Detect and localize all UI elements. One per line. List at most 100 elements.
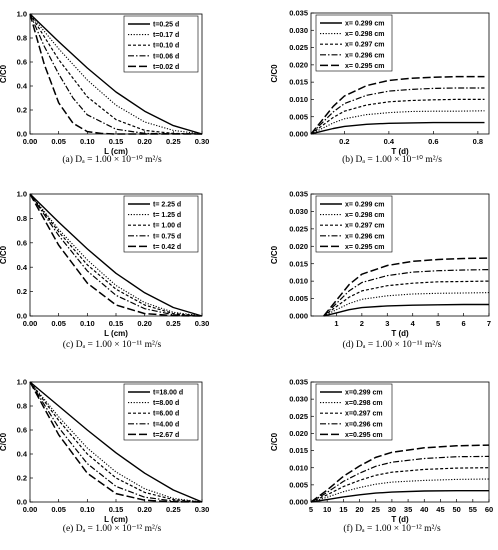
panel-caption: (e) Dₐ = 1.00 × 10⁻¹² m²/s [63,523,162,534]
y-tick-label: 0.020 [289,60,308,69]
x-tick-label: 0.2 [339,137,349,146]
y-tick-label: 0.8 [17,34,27,43]
y-tick-label: 0.4 [17,82,28,91]
x-axis-label: L (cm) [104,515,128,524]
x-tick-label: 0.25 [166,137,181,146]
legend: x= 0.299 cm x= 0.298 cm x= 0.297 cm x= 0.29… [316,196,392,252]
legend-label: t=0.06 d [153,53,179,60]
x-tick-label: 5 [436,319,440,328]
panel-caption: (d) Dₐ = 1.00 × 10⁻¹¹ m²/s [343,339,442,350]
x-axis-label: T (d) [391,329,409,338]
x-tick-label: 0.6 [428,137,438,146]
x-tick-label: 50 [452,505,460,514]
legend-label: x= 0.297 cm [345,223,385,230]
series-line [324,305,489,317]
legend-label: x= 0.297 cm [345,42,385,49]
y-tick-label: 0.6 [17,238,27,247]
y-tick-label: 0.8 [17,402,27,411]
chart-4: 0.00.20.40.60.81.00.00 0.05 0.10 0.15 0.20 0.… [0,378,209,534]
x-tick-label: 0.05 [51,319,66,328]
legend-label: x= 0.295 cm [345,63,385,70]
x-tick-label: 0.05 [51,505,66,514]
y-tick-label: 0.025 [289,43,308,52]
legend-label: t= 2.25 d [153,202,181,209]
y-axis-label: C/C0 [270,245,279,264]
legend: t= 2.25 d t= 1.25 d t= 1.00 d t= 0.75 d t= 0… [124,196,198,252]
y-tick-label: 0.015 [289,78,308,87]
y-tick-label: 0.035 [289,378,308,387]
y-tick-label: 0.010 [289,463,308,472]
x-tick-label: 0.00 [23,137,38,146]
legend-label: x= 0.299 cm [345,21,385,28]
legend-label: t=18.00 d [153,390,183,397]
legend-label: x= 0.298 cm [345,212,385,219]
legend-label: x= 0.298 cm [345,31,385,38]
legend-label: x= 0.299 cm [345,202,385,209]
legend: t=0.25 dt=0.17 dt=0.10 dt=0.06 dt=0.02 d [124,16,198,72]
x-tick-label: 0.8 [473,137,483,146]
y-axis-label: C/C0 [270,432,279,451]
x-tick-label: 30 [388,505,396,514]
x-tick-label: 7 [487,319,491,328]
x-tick-label: 0.15 [109,505,124,514]
y-axis-label: C/C0 [0,245,8,264]
x-axis-label: T (d) [391,515,409,524]
y-tick-label: 0.005 [289,112,308,121]
x-tick-label: 0.00 [23,505,38,514]
x-tick-label: 0.20 [137,137,152,146]
chart-5: 0.0000.0050.0100.0150.0200.0250.0300.035… [270,378,493,534]
x-tick-label: 0.25 [166,319,181,328]
x-tick-label: 0.4 [384,137,395,146]
x-tick-label: 40 [420,505,428,514]
series-line [311,456,489,502]
x-tick-label: 55 [469,505,477,514]
y-tick-label: 1.0 [17,190,27,199]
legend-label: x=0.298 cm [345,400,383,407]
series-line [311,77,485,134]
y-tick-label: 0.005 [289,480,308,489]
x-tick-label: 6 [461,319,465,328]
series-line [311,491,489,502]
legend: t=18.00 dt=8.00 dt=6.00 dt=4.00 dt=2.67 … [124,384,198,440]
chart-2: 0.0 0.2 0.4 0.6 0.8 1.0 0.00 0.05 0.10 0.15 0.20 0.… [0,190,209,350]
legend-label: t= 1.00 d [153,223,181,230]
y-tick-label: 0.4 [17,450,28,459]
y-tick-label: 0.6 [17,58,27,67]
chart-3: 0.0000.0050.0100.0150.0200.0250.0300.035… [270,190,491,350]
y-tick-label: 0.030 [289,207,308,216]
y-tick-label: 0.005 [289,294,308,303]
legend-label: t=0.02 d [153,64,179,71]
x-tick-label: 20 [355,505,363,514]
x-tick-label: 3 [385,319,389,328]
y-tick-label: 0.015 [289,259,308,268]
x-tick-label: 5 [309,505,313,514]
x-tick-label: 0.30 [195,137,210,146]
x-tick-label: 10 [323,505,331,514]
x-tick-label: 0.30 [195,319,210,328]
y-tick-label: 0.030 [289,395,308,404]
x-tick-label: 35 [404,505,412,514]
y-tick-label: 0.2 [17,106,27,115]
y-axis-label: C/C0 [270,64,279,83]
y-tick-label: 1.0 [17,10,27,19]
series-line [311,99,485,134]
y-tick-label: 0.035 [289,9,308,18]
legend-label: t= 0.75 d [153,233,181,240]
legend-label: t=2.67 d [153,432,179,439]
legend-label: t=8.00 d [153,400,179,407]
legend-label: t=0.10 d [153,43,179,50]
y-tick-label: 0.000 [289,312,308,321]
legend-label: t=0.25 d [153,22,179,29]
legend-label: t=6.00 d [153,411,179,418]
x-tick-label: 15 [339,505,347,514]
y-tick-label: 0.000 [289,130,308,139]
legend-label: x=0.296 cm [345,421,383,428]
x-tick-label: 0.05 [51,137,66,146]
legend-label: x=0.295 cm [345,432,383,439]
y-tick-label: 0.8 [17,214,27,223]
legend-label: t= 0.42 d [153,244,181,251]
x-tick-label: 0.20 [137,319,152,328]
y-tick-label: 0.6 [17,426,27,435]
y-tick-label: 0.2 [17,287,27,296]
